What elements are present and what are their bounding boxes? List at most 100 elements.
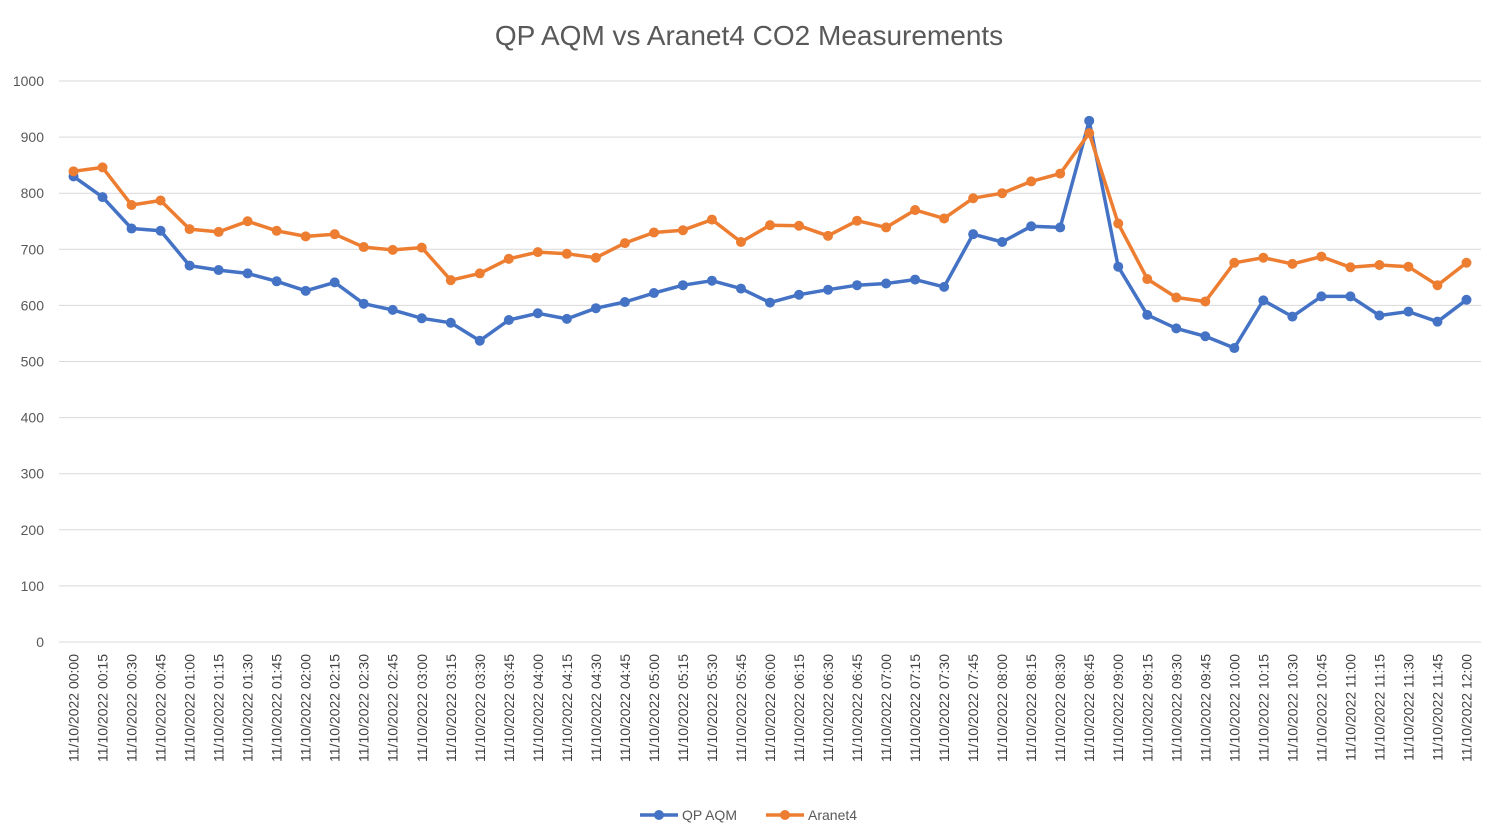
data-point-1 — [474, 335, 485, 346]
x-tick-label: 11/10/2022 03:00 — [414, 654, 430, 762]
data-point-2 — [387, 244, 398, 255]
data-point-2 — [619, 238, 630, 249]
x-tick-label: 11/10/2022 11:45 — [1429, 654, 1445, 761]
data-point-2 — [735, 237, 746, 248]
x-tick-label: 11/10/2022 07:30 — [936, 654, 952, 762]
data-point-1 — [1403, 306, 1414, 317]
data-point-1 — [1287, 311, 1298, 322]
x-tick-label: 11/10/2022 04:00 — [530, 654, 546, 762]
data-point-2 — [271, 225, 282, 236]
data-point-1 — [271, 276, 282, 287]
x-tick-label: 11/10/2022 01:00 — [182, 654, 198, 762]
x-tick-label: 11/10/2022 05:45 — [733, 654, 749, 762]
data-point-1 — [1316, 291, 1327, 302]
x-tick-label: 11/10/2022 00:45 — [153, 654, 169, 762]
x-tick-label: 11/10/2022 08:00 — [994, 654, 1010, 762]
data-point-2 — [823, 230, 834, 241]
data-point-2 — [213, 226, 224, 237]
data-point-1 — [184, 260, 195, 271]
x-tick-label: 11/10/2022 00:15 — [95, 654, 111, 762]
x-tick-label: 11/10/2022 08:15 — [1023, 654, 1039, 762]
data-point-1 — [213, 265, 224, 276]
legend-swatch-marker — [780, 810, 790, 820]
legend: QP AQM Aranet4 — [640, 807, 857, 823]
x-axis-ticks: 11/10/2022 00:00 11/10/2022 00:15 11/10/20… — [66, 654, 1475, 762]
data-point-2 — [997, 188, 1008, 199]
data-point-2 — [1258, 252, 1269, 263]
y-axis-ticks: 0 100 200 300 400 500 600 700 800 900 1000 — [13, 73, 44, 650]
data-point-2 — [706, 214, 717, 225]
legend-swatch-marker — [654, 810, 664, 820]
x-tick-label: 11/10/2022 06:15 — [791, 654, 807, 762]
data-point-2 — [155, 195, 166, 206]
data-point-1 — [1258, 295, 1269, 306]
data-point-1 — [1026, 221, 1037, 232]
x-tick-label: 11/10/2022 00:30 — [124, 654, 140, 762]
series-markers — [68, 115, 1472, 354]
data-point-1 — [242, 268, 253, 279]
x-tick-label: 11/10/2022 10:15 — [1255, 654, 1271, 762]
data-point-1 — [1461, 294, 1472, 305]
x-tick-label: 11/10/2022 07:00 — [878, 654, 894, 762]
x-tick-label: 11/10/2022 11:30 — [1400, 654, 1416, 761]
data-point-1 — [561, 313, 572, 324]
x-tick-label: 11/10/2022 00:00 — [66, 654, 82, 762]
data-point-2 — [358, 242, 369, 253]
x-tick-label: 11/10/2022 02:15 — [327, 654, 343, 762]
x-tick-label: 11/10/2022 08:30 — [1052, 654, 1068, 762]
chart-title: QP AQM vs Aranet4 CO2 Measurements — [495, 20, 1003, 51]
data-point-2 — [1287, 258, 1298, 269]
y-tick-label: 700 — [21, 241, 45, 257]
data-point-2 — [1142, 274, 1153, 285]
data-point-1 — [155, 225, 166, 236]
data-point-2 — [881, 222, 892, 233]
data-point-2 — [445, 275, 456, 286]
data-point-2 — [1026, 176, 1037, 187]
y-tick-label: 500 — [21, 354, 45, 370]
y-tick-label: 900 — [21, 129, 45, 145]
data-point-1 — [852, 280, 863, 291]
y-tick-label: 400 — [21, 410, 45, 426]
x-tick-label: 11/10/2022 09:00 — [1110, 654, 1126, 762]
data-point-1 — [300, 285, 311, 296]
x-tick-label: 11/10/2022 03:45 — [501, 654, 517, 762]
x-tick-label: 11/10/2022 05:15 — [675, 654, 691, 762]
data-point-2 — [1316, 251, 1327, 262]
data-point-1 — [1374, 310, 1385, 321]
data-point-2 — [242, 216, 253, 227]
x-tick-label: 11/10/2022 11:00 — [1342, 654, 1358, 761]
data-point-1 — [968, 229, 979, 240]
x-tick-label: 11/10/2022 12:00 — [1458, 654, 1474, 762]
data-point-1 — [387, 304, 398, 315]
x-tick-label: 11/10/2022 01:15 — [211, 654, 227, 762]
data-point-1 — [590, 303, 601, 314]
data-point-2 — [765, 220, 775, 231]
data-point-1 — [794, 289, 805, 300]
x-tick-label: 11/10/2022 03:15 — [443, 654, 459, 762]
data-point-1 — [503, 314, 514, 325]
data-point-1 — [1113, 261, 1124, 272]
data-point-2 — [794, 220, 805, 231]
data-point-2 — [939, 213, 950, 224]
x-tick-label: 11/10/2022 04:45 — [617, 654, 633, 762]
x-tick-label: 11/10/2022 05:30 — [704, 654, 720, 762]
gridlines — [59, 80, 1481, 643]
x-tick-label: 11/10/2022 09:45 — [1197, 654, 1213, 762]
data-point-1 — [532, 308, 543, 319]
data-point-2 — [1432, 280, 1443, 291]
x-tick-label: 11/10/2022 10:00 — [1226, 654, 1242, 762]
x-tick-label: 11/10/2022 07:15 — [907, 654, 923, 762]
data-point-2 — [1171, 292, 1182, 303]
data-point-1 — [1345, 291, 1356, 302]
data-point-1 — [416, 313, 427, 324]
x-tick-label: 11/10/2022 01:30 — [240, 654, 256, 762]
data-point-1 — [823, 284, 834, 295]
x-tick-label: 11/10/2022 06:30 — [820, 654, 836, 762]
x-tick-label: 11/10/2022 10:30 — [1284, 654, 1300, 762]
x-tick-label: 11/10/2022 08:45 — [1081, 654, 1097, 762]
data-point-2 — [126, 199, 137, 210]
y-tick-label: 1000 — [13, 73, 44, 89]
data-point-1 — [358, 298, 369, 309]
x-tick-label: 11/10/2022 04:30 — [588, 654, 604, 762]
data-point-2 — [1200, 296, 1211, 307]
